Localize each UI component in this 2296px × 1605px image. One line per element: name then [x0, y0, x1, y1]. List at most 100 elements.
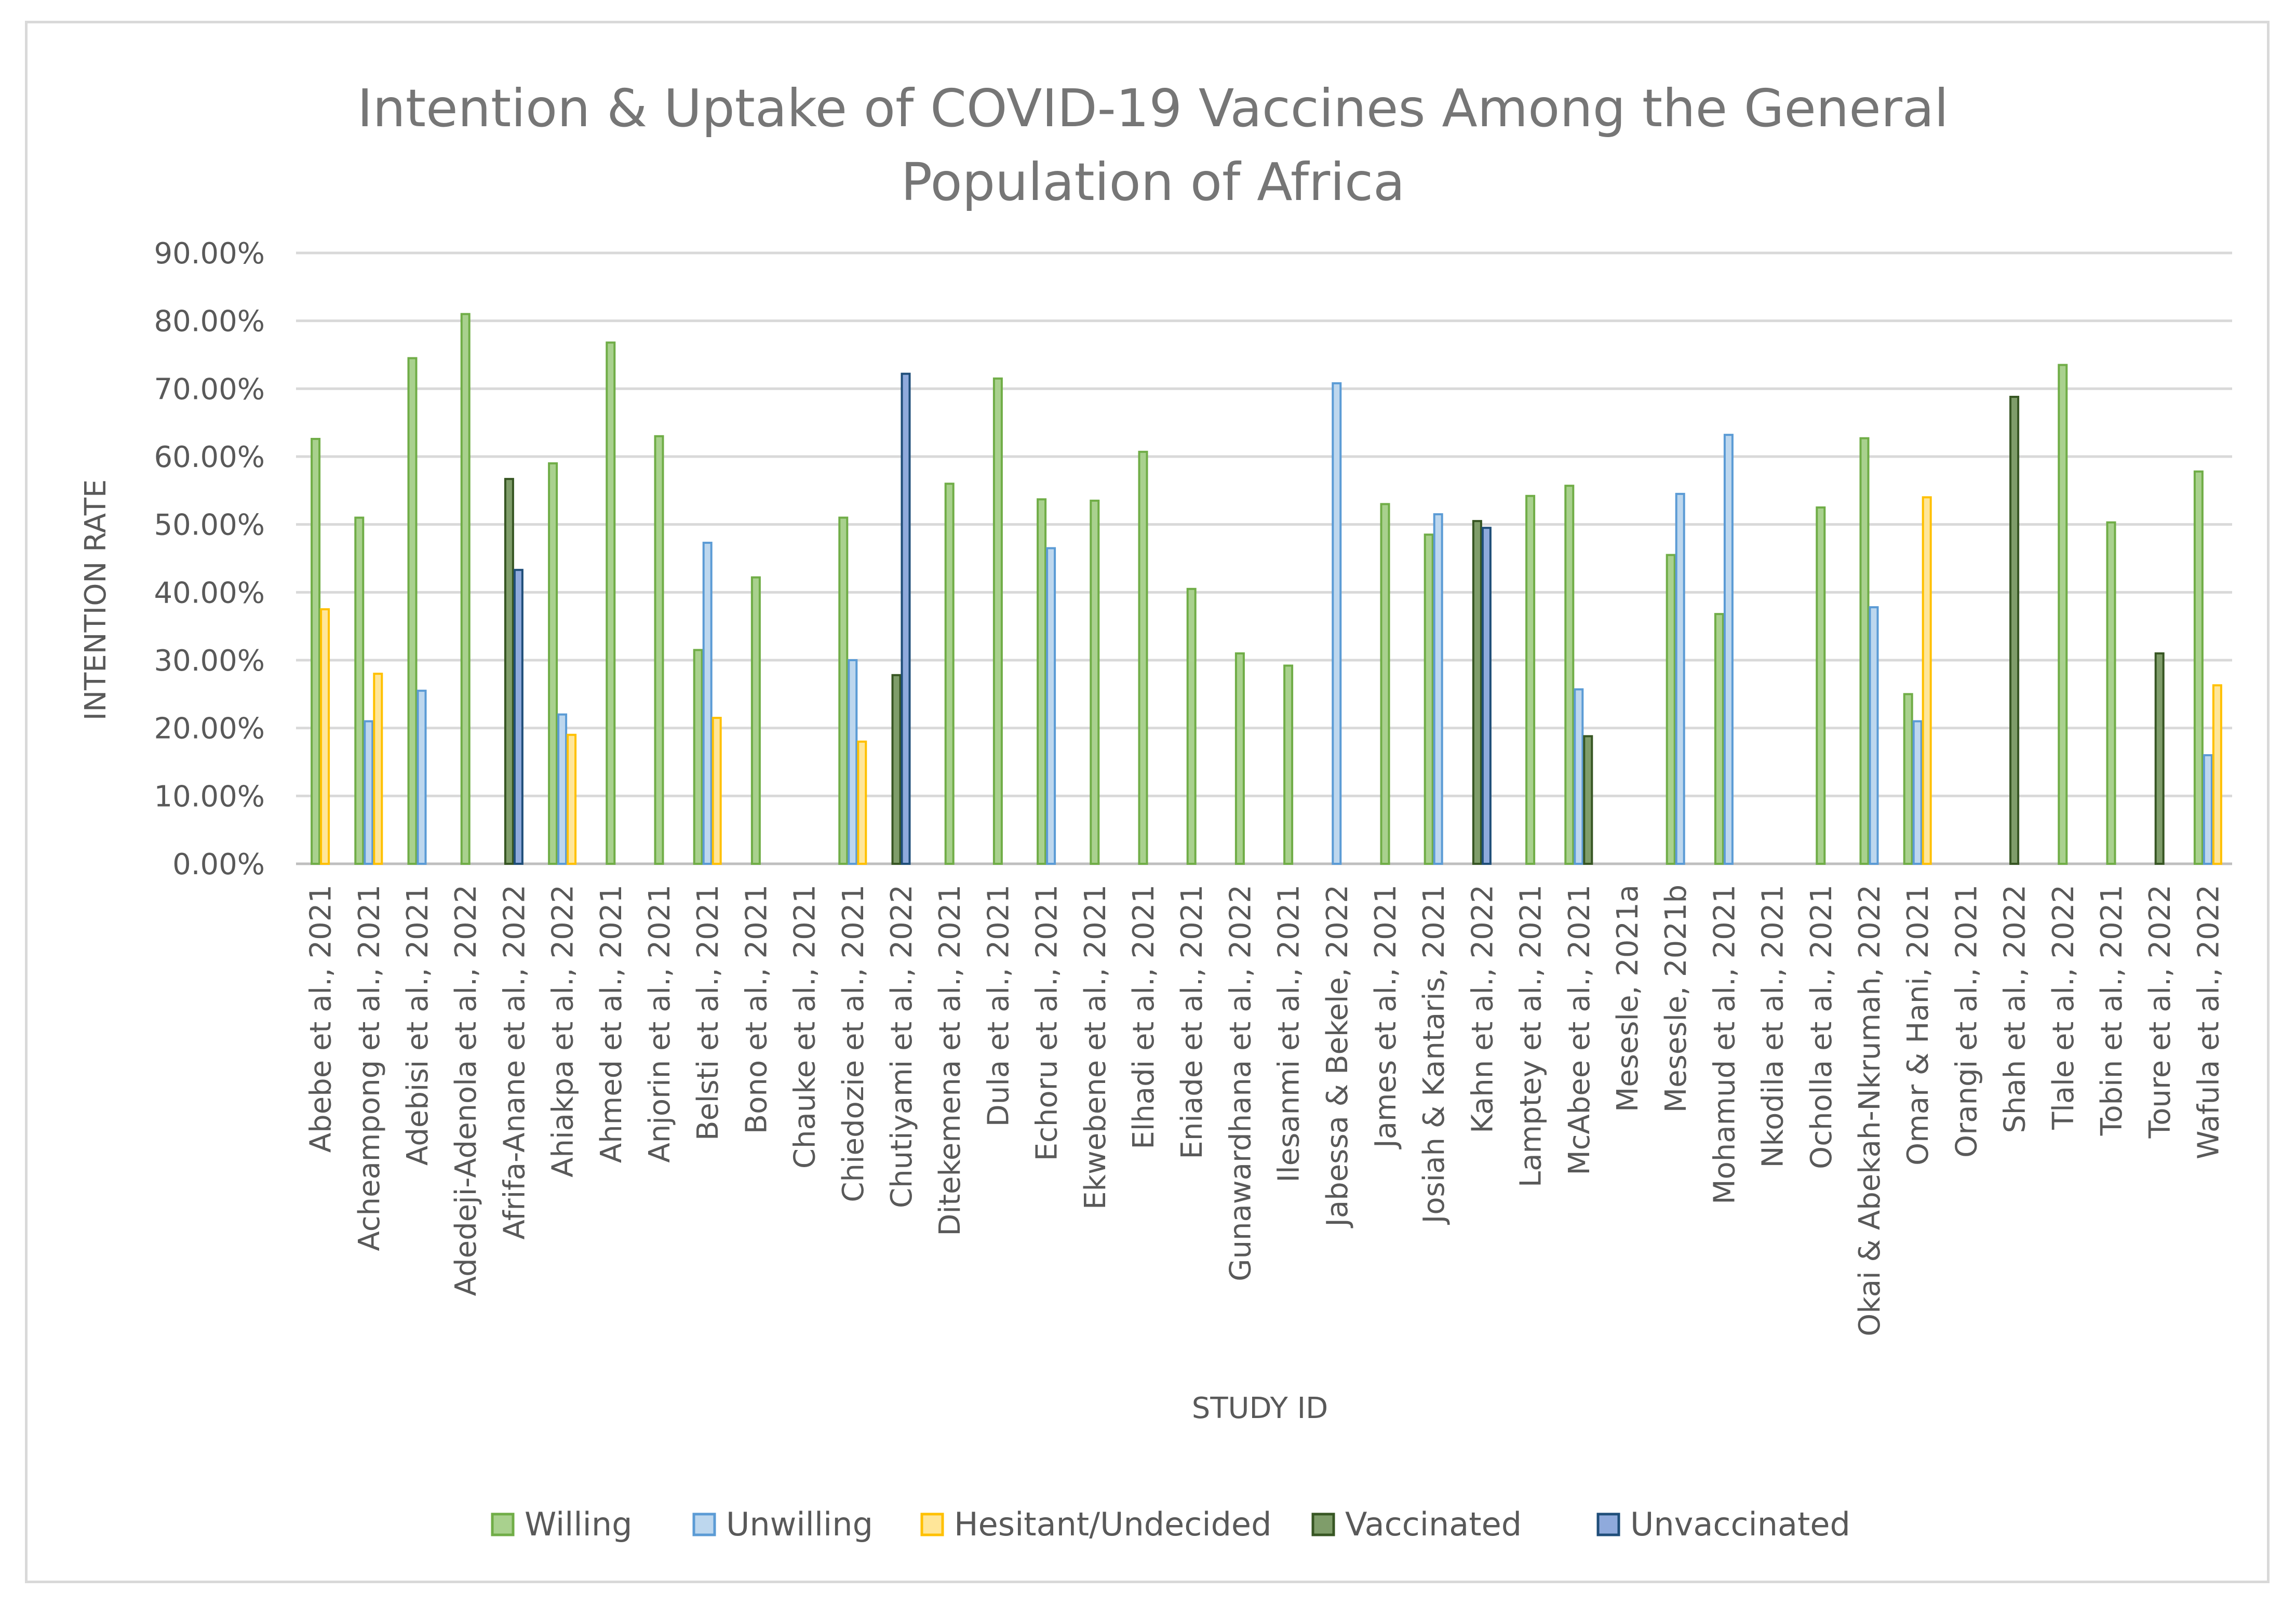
bar-unwilling [417, 689, 427, 865]
legend-label: Hesitant/Undecided [954, 1505, 1271, 1543]
x-tick-label: James et al., 2021 [1369, 885, 1403, 1149]
legend-label: Unwilling [726, 1505, 873, 1543]
x-tick-label: Mohamud et al., 2021 [1708, 885, 1741, 1205]
x-tick-label: Echoru et al., 2021 [1030, 885, 1064, 1161]
bar-willing [1564, 485, 1575, 865]
chart-title-line-1: Intention & Uptake of COVID-19 Vaccines … [357, 78, 1949, 139]
x-tick-label: Eniade et al., 2021 [1175, 885, 1209, 1159]
x-tick-label: Bono et al., 2021 [740, 885, 773, 1134]
bar-unwilling [1046, 547, 1056, 865]
bar-willing [460, 313, 471, 865]
bar-unwilling [1723, 434, 1734, 865]
x-tick-label: Josiah & Kantaris, 2021 [1417, 885, 1451, 1225]
bar-hesitant-undecided [857, 740, 867, 865]
chart-title-line-2: Population of Africa [901, 152, 1405, 212]
bar-unvaccinated [1481, 527, 1492, 865]
bar-willing [354, 516, 365, 865]
bar-willing [1037, 498, 1047, 865]
x-tick-label: Abebe et al., 2021 [304, 885, 338, 1153]
legend-item-willing: Willing [491, 1505, 633, 1543]
y-tick-label: 20.00% [154, 712, 265, 746]
bar-willing [1380, 503, 1390, 865]
bar-hesitant-undecided [373, 673, 383, 865]
bar-willing [1138, 450, 1148, 865]
bar-unwilling [557, 713, 568, 865]
x-tick-label: Kahn et al., 2022 [1466, 885, 1499, 1133]
bar-vaccinated [504, 478, 514, 865]
chart-svg: Intention & Uptake of COVID-19 Vaccines … [79, 78, 2232, 1543]
legend-item-vaccinated: Vaccinated [1311, 1505, 1522, 1543]
bar-willing [654, 435, 664, 865]
bar-willing [548, 462, 558, 865]
legend-swatch [920, 1513, 944, 1536]
x-tick-label: Okai & Abekah-Nkrumah, 2022 [1853, 885, 1887, 1336]
bar-willing [1859, 437, 1870, 865]
y-tick-label: 90.00% [154, 237, 265, 271]
x-tick-label: Ahiakpa et al., 2022 [546, 885, 580, 1178]
bar-unwilling [702, 541, 713, 865]
x-tick-label: Mesesle, 2021a [1611, 885, 1645, 1112]
y-axis-ticks: 0.00% 10.00% 20.00% 30.00% 40.00% 50.00% 60.00… [154, 237, 265, 881]
bar-unwilling [2203, 754, 2213, 865]
x-tick-label: Elhadi et al., 2021 [1127, 885, 1161, 1149]
legend-label: Vaccinated [1345, 1505, 1522, 1543]
y-tick-label: 80.00% [154, 305, 265, 339]
bar-hesitant-undecided [320, 608, 330, 865]
x-tick-label: Belsti et al., 2021 [691, 885, 725, 1141]
bar-unwilling [1912, 720, 1923, 865]
bar-willing [2193, 470, 2204, 865]
bar-willing [1424, 533, 1434, 865]
x-tick-label: Toure et al., 2022 [2143, 885, 2177, 1139]
bar-willing [606, 341, 616, 865]
bar-willing [1525, 494, 1536, 865]
bar-unwilling [1675, 492, 1685, 865]
bar-unwilling [364, 720, 374, 865]
x-tick-label: Mesesle, 2021b [1659, 885, 1693, 1113]
legend-swatch [491, 1513, 515, 1536]
bar-willing [944, 483, 955, 865]
x-tick-label: Adedeji-Adenola et al., 2022 [449, 885, 483, 1296]
legend-label: Unvaccinated [1630, 1505, 1850, 1543]
y-axis-label: INTENTION RATE [79, 479, 113, 721]
bar-unvaccinated [513, 569, 523, 865]
x-tick-label: Ditekemena et al., 2021 [933, 885, 967, 1236]
legend-item-unvaccinated: Unvaccinated [1596, 1505, 1850, 1543]
x-tick-label: Nkodila et al., 2021 [1756, 885, 1790, 1168]
bar-willing [1816, 506, 1826, 865]
bar-vaccinated [1472, 520, 1482, 865]
x-tick-label: Orangi et al., 2021 [1950, 885, 1983, 1158]
x-tick-label: Chauke et al., 2021 [788, 885, 822, 1169]
bar-willing [1666, 554, 1676, 865]
x-tick-label: Afrifa-Anane et al., 2022 [498, 885, 531, 1239]
x-tick-label: Acheampong et al., 2021 [353, 885, 386, 1251]
x-tick-label: Ahmed et al., 2021 [595, 885, 628, 1163]
bar-willing [1714, 613, 1724, 865]
bar-willing [1234, 652, 1245, 865]
y-tick-label: 50.00% [154, 509, 265, 542]
x-tick-label: Ocholla et al., 2021 [1805, 885, 1838, 1169]
bar-willing [2058, 364, 2068, 865]
bar-willing [407, 357, 418, 865]
bar-unwilling [1869, 606, 1879, 865]
bar-willing [1283, 664, 1294, 865]
bar-willing [750, 576, 761, 865]
x-tick-label: Gunawardhana et al., 2022 [1224, 885, 1257, 1281]
bar-willing [2106, 521, 2116, 865]
legend-swatch [1311, 1513, 1335, 1536]
chart-title: Intention & Uptake of COVID-19 Vaccines … [357, 78, 1949, 212]
x-tick-label: McAbee et al., 2021 [1563, 885, 1596, 1175]
legend-swatch [692, 1513, 716, 1536]
legend-swatch [1596, 1513, 1620, 1536]
x-tick-label: Adebisi et al., 2021 [401, 885, 435, 1166]
x-tick-label: Ilesanmi et al., 2021 [1272, 885, 1306, 1182]
x-tick-label: Tobin et al., 2021 [2095, 885, 2129, 1136]
legend-label: Willing [525, 1505, 633, 1543]
gridlines [296, 251, 2232, 865]
y-tick-label: 40.00% [154, 576, 265, 610]
x-axis-label: STUDY ID [1192, 1392, 1328, 1425]
x-tick-label: Lamptey et al., 2021 [1514, 885, 1548, 1187]
bar-hesitant-undecided [567, 733, 577, 865]
y-tick-label: 10.00% [154, 780, 265, 813]
x-tick-label: Shah et al., 2022 [1998, 885, 2032, 1133]
y-tick-label: 30.00% [154, 644, 265, 678]
